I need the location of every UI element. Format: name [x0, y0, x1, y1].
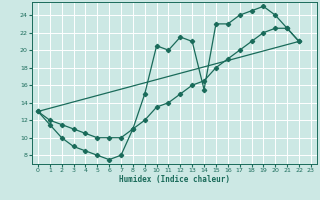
X-axis label: Humidex (Indice chaleur): Humidex (Indice chaleur)	[119, 175, 230, 184]
